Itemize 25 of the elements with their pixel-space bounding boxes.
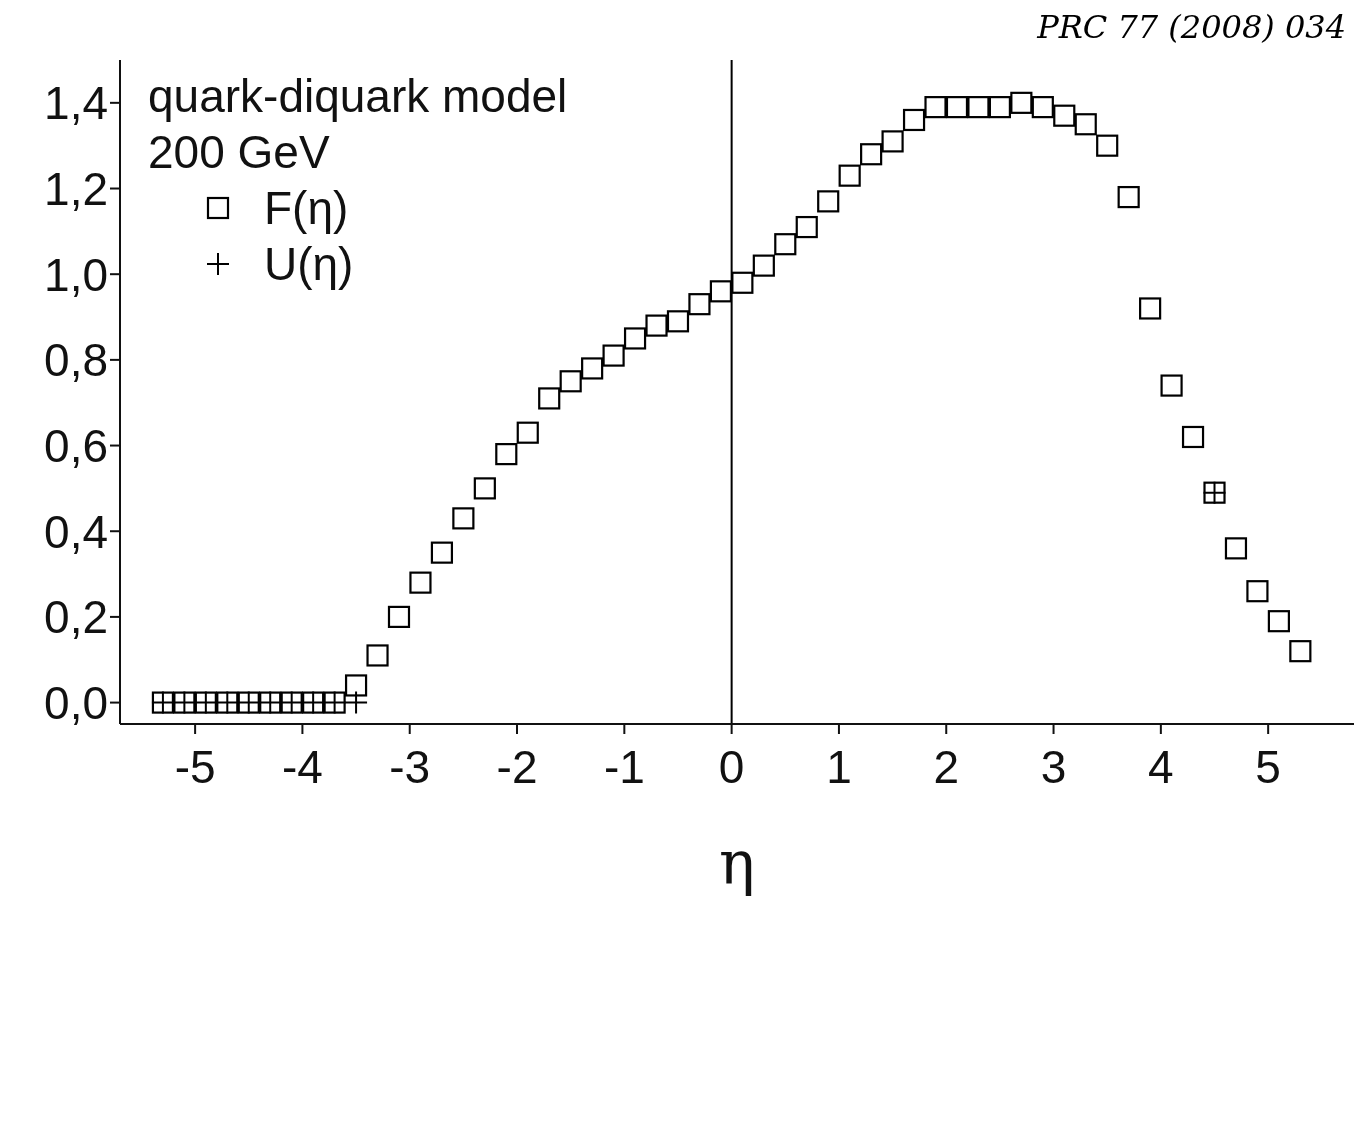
x-tick-label: 2: [933, 740, 960, 793]
x-tick-label: 0: [718, 740, 745, 793]
annotation: quark-diquark model: [148, 69, 568, 124]
x-tick-label: -2: [496, 740, 538, 793]
y-tick-label: 0,4: [44, 505, 108, 558]
legend-label: F(η): [264, 181, 349, 236]
x-tick-label: 3: [1040, 740, 1067, 793]
annotation: 200 GeV: [148, 125, 331, 180]
y-tick-label: 0,2: [44, 591, 108, 644]
x-tick-label: 1: [826, 740, 852, 793]
x-tick-label: -1: [603, 740, 645, 793]
y-tick-label: 1,2: [44, 162, 108, 215]
y-tick-label: 0,0: [44, 676, 108, 729]
y-tick-label: 1,0: [44, 248, 108, 301]
x-tick-label: 4: [1148, 740, 1174, 793]
y-tick-label: 0,8: [44, 334, 108, 387]
x-tick-label: 5: [1255, 740, 1281, 793]
text: PRC 77 (2008) 034: [1037, 8, 1346, 46]
y-tick-label: 1,4: [44, 77, 108, 130]
x-tick-label: -4: [281, 740, 323, 793]
legend-label: U(η): [264, 237, 354, 292]
x-tick-label: -3: [389, 740, 431, 793]
y-tick-label: 0,6: [44, 419, 108, 472]
x-tick-label: -5: [174, 740, 216, 793]
x-axis-title: η: [719, 828, 755, 898]
